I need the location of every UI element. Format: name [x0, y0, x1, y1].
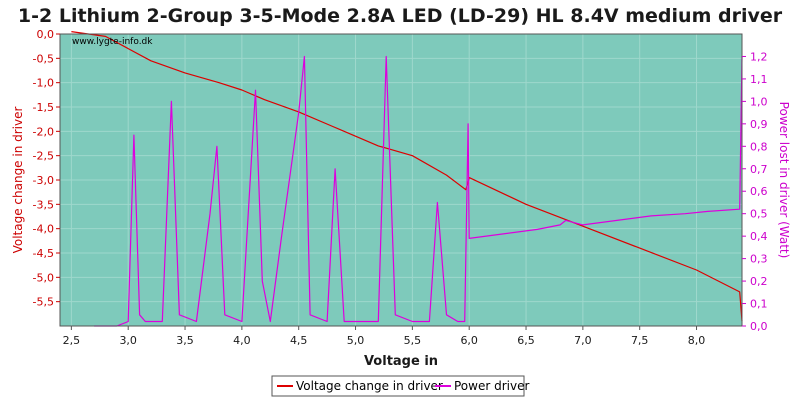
- legend: Voltage change in driver Power driver: [271, 375, 529, 397]
- x-axis-label: Voltage in: [364, 354, 438, 369]
- y-right-axis-label: Power lost in driver (Watt): [777, 102, 791, 259]
- y-right-tick-label: 0,6: [750, 185, 768, 198]
- watermark: www.lygte-info.dk: [72, 37, 153, 47]
- y-right-tick-label: 0,4: [750, 230, 768, 243]
- y-left-tick-label: -4,0: [33, 223, 54, 236]
- series-voltage-change: [71, 31, 743, 322]
- y-right-axis-ticks: 0,0 0,1 0,2 0,3 0,4 0,5 0,6 0,7 0,8 0,9 1,0 1,1 1,2: [742, 50, 768, 333]
- series-power-driver: [94, 55, 743, 327]
- x-tick-label: 4,5: [290, 334, 308, 347]
- x-tick-label: 2,5: [63, 334, 81, 347]
- legend-label-power: Power driver: [454, 379, 529, 393]
- y-right-tick-label: 0,2: [750, 275, 768, 288]
- chart-title: 1-2 Lithium 2-Group 3-5-Mode 2.8A LED (L…: [18, 5, 783, 27]
- x-tick-label: 6,5: [517, 334, 535, 347]
- x-tick-label: 3,0: [119, 334, 137, 347]
- x-tick-label: 7,5: [631, 334, 649, 347]
- y-right-tick-label: 0,9: [750, 118, 768, 131]
- y-right-tick-label: 0,7: [750, 163, 768, 176]
- y-left-tick-label: -1,5: [33, 101, 54, 114]
- y-right-tick-label: 0,0: [750, 320, 768, 333]
- y-right-tick-label: 1,2: [750, 50, 768, 63]
- y-left-tick-label: -2,5: [33, 150, 54, 163]
- y-left-tick-label: -3,0: [33, 174, 54, 187]
- y-left-tick-label: -1,0: [33, 77, 54, 90]
- y-right-tick-label: 0,5: [750, 208, 768, 221]
- y-right-tick-label: 0,3: [750, 253, 768, 266]
- x-tick-label: 5,5: [404, 334, 422, 347]
- y-left-tick-label: -3,5: [33, 198, 54, 211]
- x-tick-label: 6,0: [460, 334, 478, 347]
- series-layer: [71, 31, 743, 327]
- y-left-tick-label: -0,5: [33, 52, 54, 65]
- y-right-tick-label: 1,0: [750, 95, 768, 108]
- grid: [60, 33, 742, 326]
- y-left-tick-label: -2,0: [33, 125, 54, 138]
- x-axis-ticks: 2,5 3,0 3,5 4,0 4,5 5,0 5,5 6,0 6,5 7,0 7,5 8,0: [63, 326, 706, 347]
- y-right-tick-label: 0,8: [750, 140, 768, 153]
- x-tick-label: 7,0: [574, 334, 592, 347]
- y-left-tick-label: -4,5: [33, 247, 54, 260]
- y-left-axis-label: Voltage change in driver: [11, 107, 25, 254]
- y-right-tick-label: 0,1: [750, 298, 768, 311]
- y-right-tick-label: 1,1: [750, 73, 768, 86]
- x-tick-label: 8,0: [688, 334, 706, 347]
- legend-box: [271, 375, 525, 397]
- x-tick-label: 4,0: [233, 334, 251, 347]
- legend-label-voltage: Voltage change in driver: [296, 379, 443, 393]
- y-left-tick-label: -5,0: [33, 271, 54, 284]
- y-left-tick-label: 0,0: [37, 28, 55, 41]
- x-tick-label: 3,5: [176, 334, 194, 347]
- y-left-axis-ticks: 0,0 -0,5 -1,0 -1,5 -2,0 -2,5 -3,0 -3,5 -4,0 -4,5 -…: [33, 28, 60, 309]
- x-tick-label: 5,0: [347, 334, 365, 347]
- y-left-tick-label: -5,5: [33, 296, 54, 309]
